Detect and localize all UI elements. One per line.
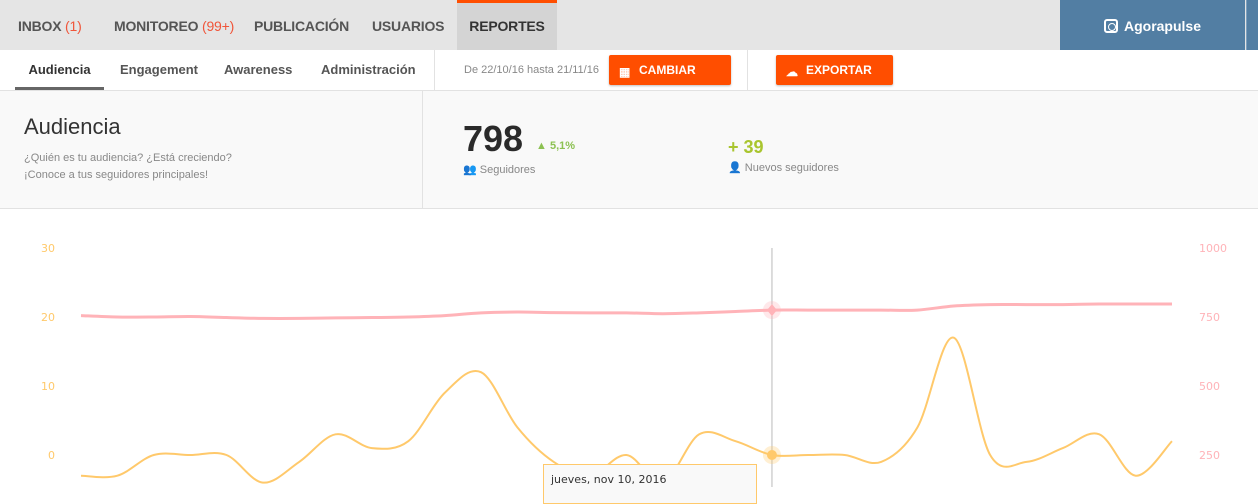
users-icon: 👥	[463, 164, 477, 176]
export-ppt-button[interactable]: ☁EXPORTAR PPT	[776, 55, 893, 107]
hover-marker	[766, 450, 777, 460]
nav-reportes[interactable]: REPORTES	[457, 0, 557, 50]
nav-monitoreo[interactable]: MONITOREO (99+)	[114, 0, 234, 50]
divider	[422, 91, 423, 208]
tab-awareness[interactable]: Awareness	[224, 62, 293, 77]
inbox-count: (1)	[65, 18, 82, 34]
delta-value: 5,1%	[549, 140, 576, 152]
account-switcher[interactable]: Agorapulse	[1060, 0, 1245, 50]
tab-engagement[interactable]: Engagement	[120, 62, 199, 77]
right-axis-tick: 750	[1199, 311, 1220, 324]
hover-marker	[766, 304, 777, 317]
right-axis-tick: 500	[1199, 380, 1220, 393]
new-followers-label: 👤 Nuevos seguidores	[728, 161, 839, 174]
divider	[747, 50, 748, 90]
new-followers-count: + 39	[728, 137, 764, 157]
left-axis-tick: 30	[41, 242, 55, 255]
date-range: De 22/10/16 hasta 21/11/16	[464, 64, 599, 76]
calendar-icon: ▦	[619, 65, 631, 79]
monitoreo-count: (99+)	[201, 18, 235, 34]
page-description: ¡Conoce a tus seguidores principales!	[24, 169, 209, 181]
tab-audiencia[interactable]: Audiencia	[15, 50, 104, 90]
audience-chart[interactable]: 0 10 20 30 250 500 750 1000	[0, 209, 1258, 487]
nav-publicacion[interactable]: PUBLICACIÓN	[254, 18, 350, 34]
right-series-line	[80, 302, 1172, 320]
right-axis-tick: 1000	[1199, 242, 1227, 255]
nav-inbox[interactable]: INBOX (1)	[18, 0, 82, 50]
nav-label: MONITOREO	[114, 18, 199, 34]
left-series-line	[80, 336, 1173, 484]
label-text: Seguidores	[479, 164, 536, 176]
summary-panel: Audiencia ¿Quién es tu audiencia? ¿Está …	[0, 91, 1258, 209]
right-axis-tick: 250	[1199, 449, 1220, 462]
left-axis-tick: 20	[41, 311, 55, 324]
label-text: Nuevos seguidores	[744, 162, 839, 174]
followers-label: 👥 Seguidores	[463, 163, 535, 176]
chart-tooltip: jueves, nov 10, 2016	[543, 464, 757, 504]
sub-navigation: Audiencia Engagement Awareness Administr…	[0, 50, 1258, 107]
change-date-button[interactable]: ▦CAMBIAR FECHA	[609, 55, 731, 107]
page-description: ¿Quién es tu audiencia? ¿Está creciendo?	[24, 152, 232, 164]
instagram-icon	[1103, 19, 1118, 33]
user-icon: 👤	[728, 162, 742, 174]
followers-delta: ▲ 5,1%	[536, 140, 575, 152]
page-title: Audiencia	[24, 114, 121, 139]
tab-administracion[interactable]: Administración	[321, 62, 416, 77]
account-menu-toggle[interactable]	[1246, 0, 1258, 50]
left-axis-tick: 0	[48, 449, 55, 462]
divider	[434, 50, 435, 90]
arrow-up-icon: ▲	[536, 140, 547, 152]
account-name: Agorapulse	[1123, 18, 1201, 34]
left-axis-tick: 10	[41, 380, 55, 393]
nav-label: INBOX	[18, 18, 62, 34]
nav-usuarios[interactable]: USUARIOS	[372, 18, 445, 34]
followers-count: 798	[463, 118, 524, 159]
cloud-download-icon: ☁	[786, 65, 798, 79]
top-navigation: INBOX (1) MONITOREO (99+) PUBLICACIÓN US…	[0, 0, 1258, 50]
